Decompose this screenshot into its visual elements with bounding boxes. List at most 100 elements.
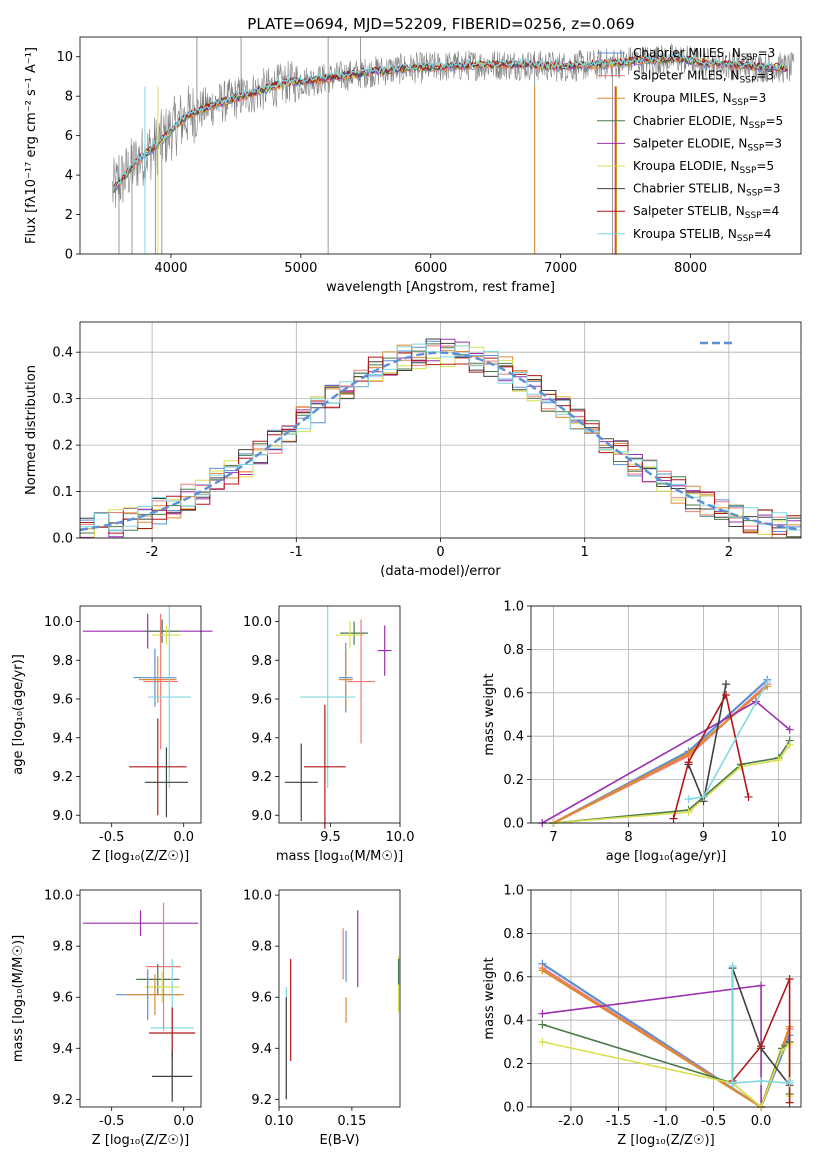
- x-axis-label: Z [log₁₀(Z/Z☉)]: [92, 1133, 189, 1148]
- mass-vs-Z-points: [82, 902, 199, 1102]
- age-vs-Z-axes: [76, 621, 185, 827]
- legend-entry: Kroupa ELODIE, NSSP=5: [633, 159, 774, 176]
- y-tick-label: 9.8: [52, 654, 73, 669]
- y-tick-label: 8: [65, 90, 73, 105]
- figure-title: PLATE=0694, MJD=52209, FIBERID=0256, z=0…: [247, 15, 634, 33]
- y-axis-label: mass [log₁₀(M/M☉)]: [11, 935, 26, 1062]
- mass-vs-EBV-axes: [275, 894, 353, 1111]
- y-tick-label: 9.6: [52, 991, 73, 1006]
- age-vs-mass-axes: [275, 621, 401, 827]
- histogram-group: [79, 338, 801, 539]
- series-marker: [785, 725, 794, 734]
- x-tick-label: 0.0: [173, 1114, 194, 1129]
- y-tick-label: 9.8: [52, 940, 73, 955]
- y-tick-label: 10: [56, 50, 73, 65]
- x-tick-label: 0: [436, 545, 444, 560]
- series-marker: [757, 981, 766, 990]
- series-line: [553, 683, 769, 824]
- age-vs-mass-frame: [278, 605, 401, 824]
- series-marker: [744, 792, 753, 801]
- x-tick-label: 9: [699, 830, 707, 845]
- age-vs-Z-frame: [79, 605, 202, 824]
- mass-vs-Z-axes: [76, 894, 185, 1111]
- y-tick-label: 9.6: [251, 991, 272, 1006]
- y-tick-label: 0.0: [503, 1101, 524, 1116]
- series-marker: [785, 974, 794, 983]
- series-marker: [785, 1098, 794, 1107]
- model-line-kroupa-stelib: [113, 52, 788, 189]
- series-marker: [538, 1037, 547, 1046]
- y-tick-label: 9.6: [251, 693, 272, 708]
- y-tick-label: 4: [65, 169, 73, 184]
- legend-entry: Chabrier MILES, NSSP=3: [633, 46, 775, 63]
- series-marker: [728, 961, 737, 970]
- series-line: [731, 978, 791, 1103]
- x-axis-label: mass [log₁₀(M/M☉)]: [276, 849, 403, 864]
- series-marker: [722, 680, 730, 689]
- x-tick-label: 1: [581, 545, 589, 560]
- legend-entry: Salpeter ELODIE, NSSP=3: [633, 136, 782, 153]
- y-tick-label: 10.0: [44, 889, 73, 904]
- x-tick-label: 10.0: [386, 830, 415, 845]
- legend-entry: Chabrier ELODIE, NSSP=5: [633, 114, 783, 131]
- x-tick-label: -0.5: [99, 1114, 124, 1129]
- y-axis-label: Flux [fλ10⁻¹⁷ erg cm⁻² s⁻¹ A⁻¹]: [24, 47, 39, 244]
- series-line: [552, 678, 769, 824]
- x-tick-label: 7000: [544, 261, 577, 276]
- y-tick-label: 10.0: [243, 889, 272, 904]
- y-tick-label: 10.0: [243, 615, 272, 630]
- mass-vs-EBV-frame: [278, 889, 401, 1108]
- x-tick-label: 8000: [674, 261, 707, 276]
- y-tick-label: 0.0: [503, 817, 524, 832]
- x-axis-label: Z [log₁₀(Z/Z☉)]: [617, 1133, 714, 1148]
- y-tick-label: 9.6: [52, 693, 73, 708]
- series-marker: [538, 1020, 547, 1029]
- y-tick-label: 9.4: [251, 1042, 272, 1057]
- x-tick-label: -0.5: [99, 830, 124, 845]
- x-axis-label: age [log₁₀(age/yr)]: [606, 849, 727, 864]
- y-tick-label: 10.0: [44, 615, 73, 630]
- series-marker: [538, 1009, 547, 1018]
- y-tick-label: 1.0: [503, 600, 524, 615]
- x-tick-label: 2: [725, 545, 733, 560]
- series-marker: [684, 758, 693, 767]
- y-tick-label: 0.1: [52, 485, 73, 500]
- y-tick-label: 9.8: [251, 940, 272, 955]
- x-tick-label: -1.5: [606, 1114, 631, 1129]
- spectrum-plot-area: [112, 37, 795, 254]
- y-tick-label: 0.0: [52, 532, 73, 547]
- gaussian-curve: [79, 351, 799, 532]
- x-axis-label: E(B-V): [319, 1133, 359, 1148]
- y-tick-label: 6: [65, 129, 73, 144]
- legend-entry: Kroupa MILES, NSSP=3: [633, 91, 766, 108]
- series-marker: [785, 740, 794, 749]
- series-marker: [684, 808, 693, 817]
- y-tick-label: 0.8: [503, 927, 524, 942]
- series-marker: [763, 677, 772, 686]
- series-marker: [785, 1076, 794, 1085]
- x-axis-label: Z [log₁₀(Z/Z☉)]: [92, 849, 189, 864]
- y-axis-label: age [log₁₀(age/yr)]: [11, 654, 26, 775]
- y-tick-label: 0.4: [503, 1014, 524, 1029]
- x-tick-label: -1: [290, 545, 303, 560]
- x-tick-label: 7: [549, 830, 557, 845]
- series-marker: [774, 756, 783, 765]
- y-tick-label: 9.4: [52, 731, 73, 746]
- residuals-frame: [79, 321, 802, 539]
- x-tick-label: 4000: [154, 261, 187, 276]
- y-tick-label: 9.2: [251, 1093, 272, 1108]
- y-tick-label: 0.2: [503, 773, 524, 788]
- y-tick-label: 0.3: [52, 392, 73, 407]
- y-tick-label: 0.6: [503, 686, 524, 701]
- x-tick-label: 5000: [284, 261, 317, 276]
- y-tick-label: 2: [65, 208, 73, 223]
- weight-vs-age-series: [538, 675, 794, 827]
- y-tick-label: 1.0: [503, 884, 524, 899]
- series-line: [552, 685, 769, 824]
- y-tick-label: 9.0: [251, 809, 272, 824]
- y-tick-label: 0: [65, 248, 73, 263]
- series-marker: [684, 749, 693, 758]
- histogram-kroupa-elodie: [80, 345, 801, 539]
- y-tick-label: 0.4: [52, 346, 73, 361]
